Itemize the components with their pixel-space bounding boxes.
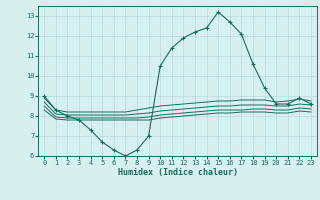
X-axis label: Humidex (Indice chaleur): Humidex (Indice chaleur) <box>118 168 238 177</box>
